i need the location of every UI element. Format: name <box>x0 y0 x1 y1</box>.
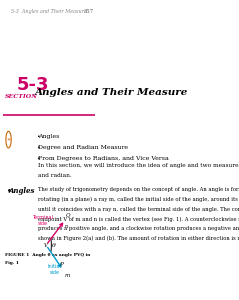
Text: The study of trigonometry depends on the concept of angle. An angle is formed by: The study of trigonometry depends on the… <box>38 187 239 192</box>
Text: produces a positive angle, and a clockwise rotation produces a negative angle, a: produces a positive angle, and a clockwi… <box>38 226 239 231</box>
Text: »: » <box>6 137 11 142</box>
Text: FIGURE 1  Angle θ as angle PVQ in: FIGURE 1 Angle θ as angle PVQ in <box>5 253 90 256</box>
Text: and radian.: and radian. <box>38 173 71 178</box>
Text: shown in Figure 2(a) and (b). The amount of rotation in either direction is not : shown in Figure 2(a) and (b). The amount… <box>38 236 239 242</box>
Text: m: m <box>64 273 70 278</box>
Text: n: n <box>64 224 67 229</box>
Text: Angles: Angles <box>38 134 59 139</box>
Text: In this section, we will introduce the idea of angle and two measures of angles,: In this section, we will introduce the i… <box>38 164 239 168</box>
Text: Q: Q <box>66 212 71 217</box>
Text: From Degrees to Radians, and Vice Versa: From Degrees to Radians, and Vice Versa <box>38 156 168 161</box>
Text: Terminal
side: Terminal side <box>32 215 53 226</box>
Text: Initial
side: Initial side <box>48 264 62 275</box>
Text: Angles: Angles <box>9 187 35 195</box>
Text: 357: 357 <box>84 9 94 14</box>
Text: Degree and Radian Measure: Degree and Radian Measure <box>38 145 128 150</box>
Text: V: V <box>44 243 48 248</box>
Text: P: P <box>60 262 63 267</box>
Text: •: • <box>7 187 11 196</box>
Text: until it coincides with a ray n, called the terminal side of the angle. The comm: until it coincides with a ray n, called … <box>38 207 239 212</box>
Text: 5-3  Angles and Their Measure: 5-3 Angles and Their Measure <box>11 9 87 14</box>
Text: θ: θ <box>52 243 56 248</box>
Text: Angles and Their Measure: Angles and Their Measure <box>35 88 189 97</box>
Text: endpoint V of m and n is called the vertex (see Fig. 1). A counterclockwise rota: endpoint V of m and n is called the vert… <box>38 217 239 222</box>
Text: SECTION: SECTION <box>5 94 38 99</box>
Text: 5-3: 5-3 <box>17 76 50 94</box>
Text: rotating (in a plane) a ray m, called the initial side of the angle, around its : rotating (in a plane) a ray m, called th… <box>38 197 239 202</box>
Text: •: • <box>36 134 39 139</box>
Text: •: • <box>36 156 39 161</box>
Text: •: • <box>36 145 39 150</box>
Text: Fig. 1: Fig. 1 <box>5 261 19 265</box>
